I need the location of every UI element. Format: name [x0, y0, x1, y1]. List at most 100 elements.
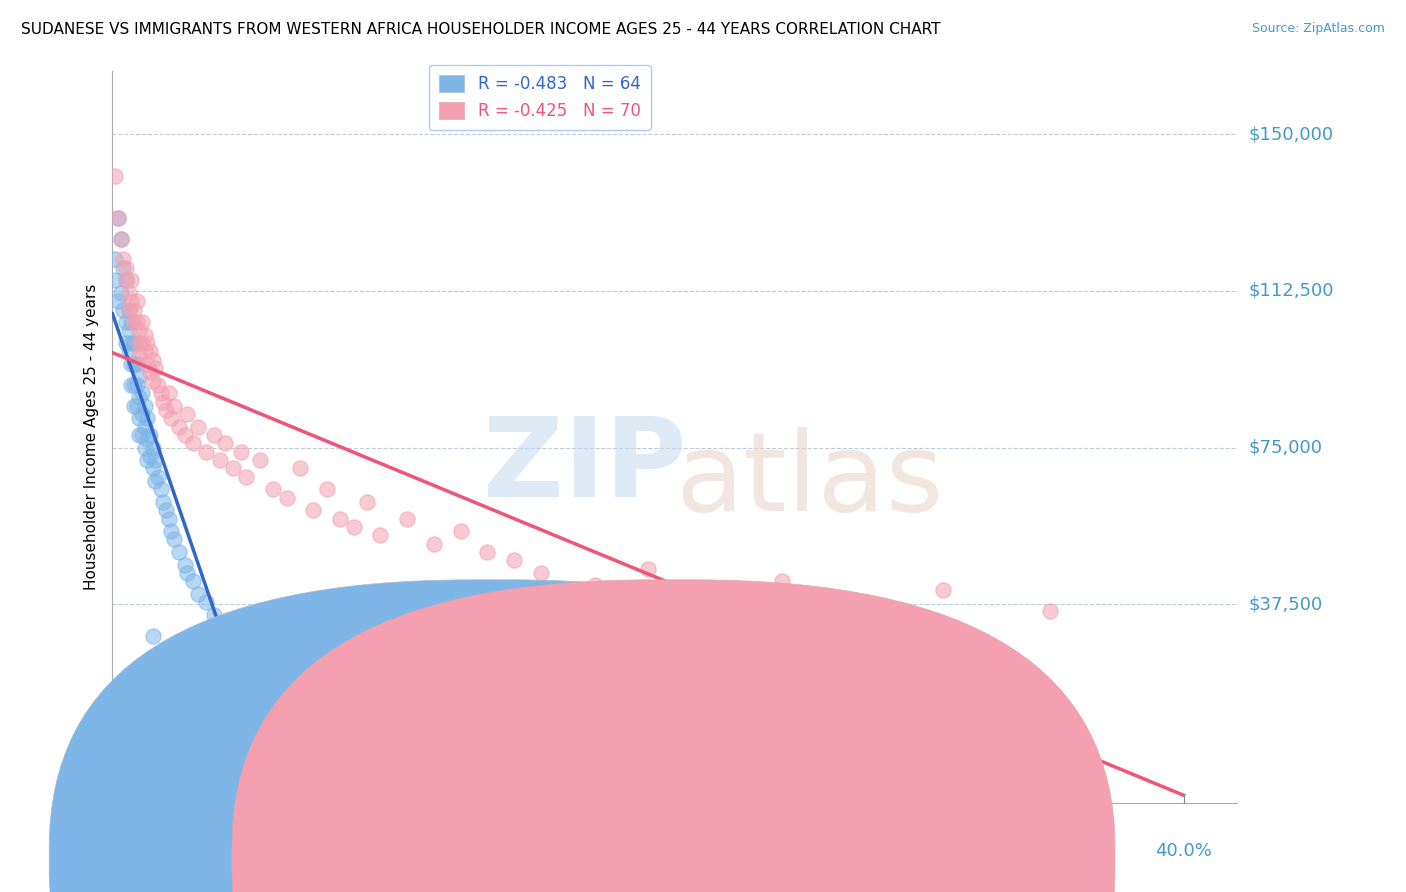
- Point: [851, 595, 873, 609]
- Point: [122, 399, 145, 413]
- Point: [149, 386, 172, 401]
- Point: [120, 315, 142, 329]
- Point: [503, 553, 526, 567]
- Point: [169, 419, 191, 434]
- Point: [176, 566, 198, 580]
- Point: [262, 662, 284, 676]
- Point: [134, 344, 156, 359]
- Point: [117, 302, 139, 317]
- Point: [112, 302, 135, 317]
- Point: [128, 336, 150, 351]
- Point: [342, 520, 364, 534]
- Text: $37,500: $37,500: [1249, 595, 1323, 614]
- Point: [690, 587, 713, 601]
- Point: [276, 491, 298, 505]
- Point: [112, 260, 135, 275]
- Point: [125, 294, 148, 309]
- Point: [125, 315, 148, 329]
- Point: [173, 558, 195, 572]
- Point: [110, 231, 132, 245]
- Point: [122, 315, 145, 329]
- Point: [142, 629, 165, 643]
- Point: [214, 616, 236, 631]
- Text: atlas: atlas: [676, 427, 943, 534]
- Point: [163, 533, 186, 547]
- Point: [115, 336, 138, 351]
- Y-axis label: Householder Income Ages 25 - 44 years: Householder Income Ages 25 - 44 years: [83, 284, 98, 591]
- Point: [149, 483, 172, 497]
- Point: [176, 407, 198, 421]
- Text: 0.0%: 0.0%: [112, 842, 157, 860]
- Point: [120, 273, 142, 287]
- Point: [128, 390, 150, 404]
- Point: [122, 357, 145, 371]
- Point: [128, 324, 150, 338]
- Point: [302, 503, 325, 517]
- Point: [530, 566, 553, 580]
- Point: [931, 582, 953, 597]
- Point: [146, 470, 169, 484]
- Point: [152, 495, 174, 509]
- Text: Source: ZipAtlas.com: Source: ZipAtlas.com: [1251, 22, 1385, 36]
- Point: [187, 419, 209, 434]
- Point: [160, 524, 183, 538]
- Point: [157, 386, 180, 401]
- Point: [1039, 603, 1062, 617]
- Point: [139, 365, 162, 379]
- Text: $75,000: $75,000: [1249, 439, 1323, 457]
- Text: ZIP: ZIP: [484, 413, 686, 520]
- Point: [583, 578, 606, 592]
- Point: [120, 294, 142, 309]
- Point: [117, 285, 139, 300]
- Point: [131, 386, 153, 401]
- Point: [160, 411, 183, 425]
- Point: [214, 436, 236, 450]
- Point: [450, 524, 472, 538]
- Point: [125, 399, 148, 413]
- Point: [122, 336, 145, 351]
- Point: [131, 428, 153, 442]
- Legend: R = -0.483   N = 64, R = -0.425   N = 70: R = -0.483 N = 64, R = -0.425 N = 70: [429, 65, 651, 129]
- Point: [143, 361, 166, 376]
- Point: [110, 285, 132, 300]
- Text: SUDANESE VS IMMIGRANTS FROM WESTERN AFRICA HOUSEHOLDER INCOME AGES 25 - 44 YEARS: SUDANESE VS IMMIGRANTS FROM WESTERN AFRI…: [21, 22, 941, 37]
- Point: [115, 260, 138, 275]
- Text: $112,500: $112,500: [1249, 282, 1334, 300]
- Point: [128, 349, 150, 363]
- Point: [146, 377, 169, 392]
- Point: [104, 273, 127, 287]
- Point: [368, 528, 391, 542]
- Point: [128, 411, 150, 425]
- Point: [115, 273, 138, 287]
- Point: [202, 428, 225, 442]
- Point: [315, 483, 337, 497]
- Point: [173, 428, 195, 442]
- Point: [104, 252, 127, 267]
- Point: [107, 294, 129, 309]
- Text: Immigrants from Western Africa: Immigrants from Western Africa: [700, 852, 945, 866]
- Point: [134, 419, 156, 434]
- Point: [115, 315, 138, 329]
- Point: [117, 324, 139, 338]
- Point: [396, 511, 419, 525]
- Point: [143, 453, 166, 467]
- Point: [139, 344, 162, 359]
- Point: [120, 377, 142, 392]
- Point: [139, 428, 162, 442]
- Point: [112, 252, 135, 267]
- Point: [163, 399, 186, 413]
- Point: [288, 461, 311, 475]
- Point: [249, 649, 271, 664]
- Point: [181, 574, 204, 589]
- Point: [155, 403, 177, 417]
- Point: [208, 453, 231, 467]
- Point: [770, 574, 793, 589]
- Point: [131, 336, 153, 351]
- Point: [136, 432, 159, 446]
- Point: [142, 441, 165, 455]
- Point: [128, 428, 150, 442]
- Point: [262, 483, 284, 497]
- Point: [187, 587, 209, 601]
- Point: [235, 470, 257, 484]
- Point: [356, 495, 378, 509]
